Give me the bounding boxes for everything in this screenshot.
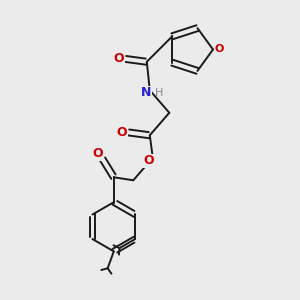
- Text: O: O: [143, 154, 154, 167]
- Text: O: O: [114, 52, 124, 65]
- Text: O: O: [215, 44, 224, 55]
- Text: H: H: [154, 88, 163, 98]
- Text: N: N: [141, 86, 152, 99]
- Text: O: O: [92, 147, 103, 160]
- Text: O: O: [117, 126, 127, 139]
